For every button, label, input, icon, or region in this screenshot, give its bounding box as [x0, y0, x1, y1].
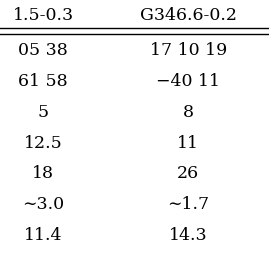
- Text: 61 58: 61 58: [18, 73, 68, 90]
- Text: −40 11: −40 11: [156, 73, 220, 90]
- Text: ∼3.0: ∼3.0: [22, 196, 64, 213]
- Text: 8: 8: [183, 104, 194, 121]
- Text: 26: 26: [177, 165, 199, 182]
- Text: 05 38: 05 38: [18, 42, 68, 59]
- Text: 11: 11: [177, 134, 199, 151]
- Text: 12.5: 12.5: [24, 134, 62, 151]
- Text: ∼1.7: ∼1.7: [167, 196, 209, 213]
- Text: 18: 18: [32, 165, 54, 182]
- Text: 14.3: 14.3: [169, 227, 208, 244]
- Text: 11.4: 11.4: [24, 227, 62, 244]
- Text: G346.6-0.2: G346.6-0.2: [140, 7, 237, 24]
- Text: 1.5-0.3: 1.5-0.3: [12, 7, 74, 24]
- Text: 17 10 19: 17 10 19: [150, 42, 227, 59]
- Text: 5: 5: [37, 104, 49, 121]
